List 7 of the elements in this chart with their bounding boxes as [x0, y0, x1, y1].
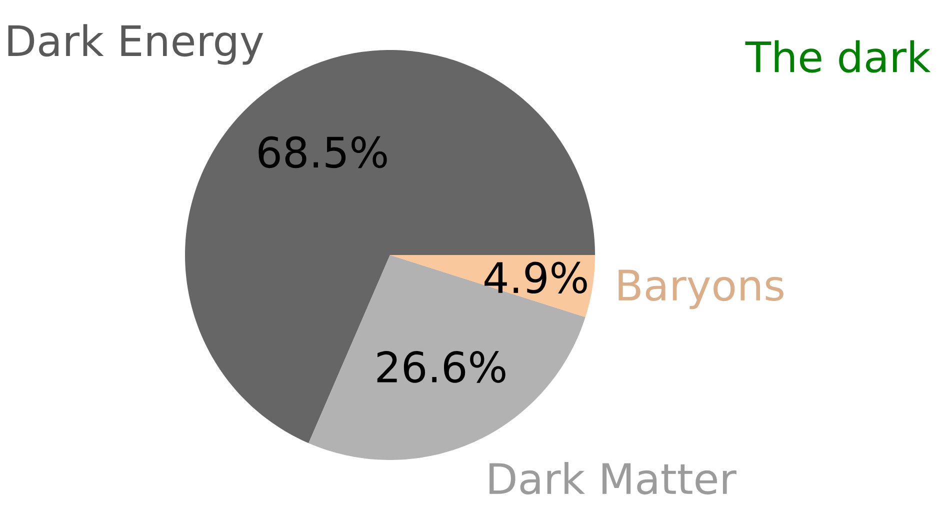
- text: The dark: [745, 40, 931, 73]
- slice-label: Baryons: [618, 270, 784, 310]
- slice-label: Dark Energy: [8, 24, 264, 65]
- data-label: 4.9%: [484, 262, 587, 294]
- data-label: 26.6%: [377, 351, 506, 383]
- data-label: 68.5%: [258, 136, 387, 168]
- slice-label: Dark Matter: [490, 462, 736, 494]
